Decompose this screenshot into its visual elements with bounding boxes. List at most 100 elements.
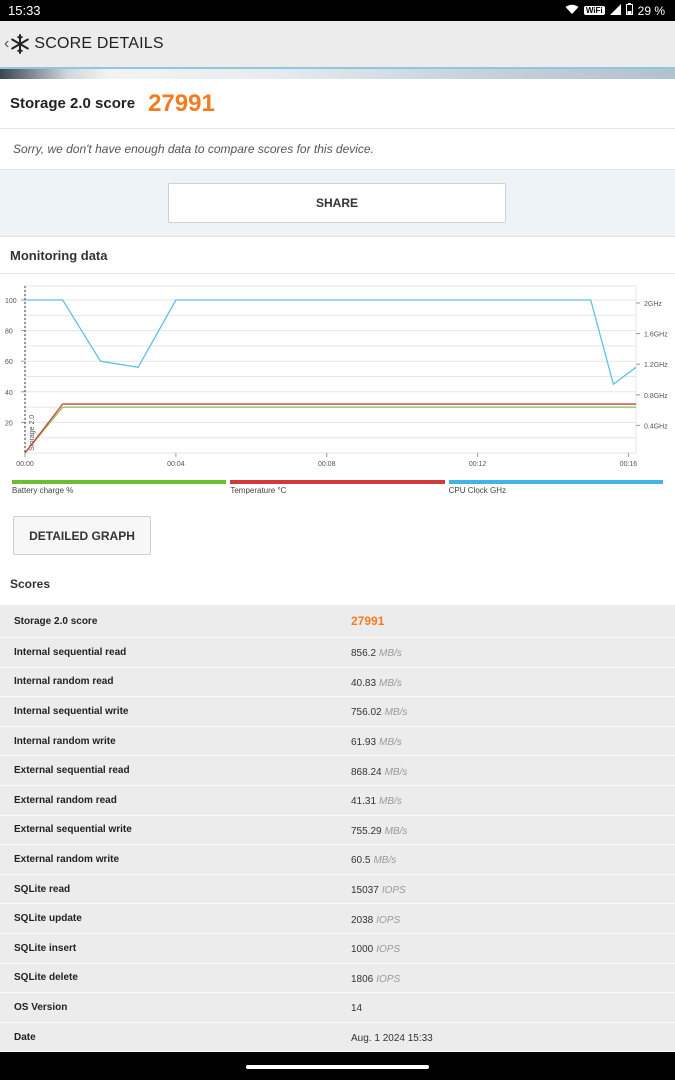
share-button[interactable]: SHARE (168, 183, 506, 223)
row-value-cell: Aug. 1 2024 15:33 (351, 1028, 433, 1046)
row-unit: MB/s (384, 766, 408, 778)
score-label: Storage 2.0 score (10, 95, 136, 112)
row-unit: IOPS (376, 973, 401, 985)
status-icons: WiFi 29 % (565, 3, 665, 18)
row-name: Internal sequential write (14, 705, 129, 717)
snowflake-logo-icon[interactable] (10, 34, 30, 54)
row-value-cell: 1806 IOPS (351, 969, 400, 987)
table-row: Internal random read 40.83 MB/s (0, 667, 675, 698)
y-right-tick-label: 1.2GHz (644, 362, 668, 369)
y-left-tick-label: 40 (5, 390, 13, 397)
y-left-tick-label: 20 (5, 420, 13, 427)
app-bar: ‹ SCORE DETAILS (0, 21, 675, 67)
legend-battery: Battery charge % (12, 480, 227, 496)
y-right-tick-label: 2GHz (644, 301, 662, 308)
row-value-cell: 27991 (351, 612, 384, 630)
table-row: Internal sequential write 756.02 MB/s (0, 697, 675, 727)
table-row: Storage 2.0 score 27991 (0, 605, 675, 638)
row-name: External random write (14, 853, 120, 865)
row-value: 60.5 (351, 855, 371, 867)
row-unit: MB/s (379, 796, 402, 808)
y-left-tick-label: 80 (5, 329, 13, 336)
table-row: Internal sequential read 856.2 MB/s (0, 638, 675, 668)
table-row: External random read 41.31 MB/s (0, 785, 675, 816)
home-gesture-handle[interactable] (246, 1065, 429, 1069)
table-row: SQLite delete 1806 IOPS (0, 963, 675, 994)
row-unit: MB/s (373, 855, 397, 867)
row-value: 856.2 (351, 648, 377, 660)
row-name: Internal random read (14, 676, 114, 688)
x-tick-label: 00:16 (620, 461, 638, 468)
scores-title: Scores (10, 577, 51, 591)
legend-cpu-swatch (448, 480, 663, 484)
table-row: Internal random write 61.93 MB/s (0, 726, 675, 757)
legend-temperature-label: Temperature °C (230, 486, 287, 495)
row-unit: IOPS (376, 944, 401, 956)
row-name: SQLite read (14, 883, 71, 895)
row-name: SQLite insert (14, 942, 77, 954)
row-value: 2038 (351, 914, 374, 926)
row-value-cell: 856.2 MB/s (351, 643, 402, 661)
legend-cpu-label: CPU Clock GHz (448, 486, 506, 495)
y-right-tick-label: 0.8GHz (644, 393, 668, 400)
row-unit: MB/s (379, 648, 402, 660)
scores-table: Storage 2.0 score 27991 Internal sequentia… (0, 605, 675, 1053)
monitoring-title: Monitoring data (0, 236, 675, 274)
x-tick-label: 00:00 (16, 461, 34, 468)
row-name: SQLite update (14, 913, 82, 925)
hero-banner-image (0, 67, 675, 79)
battery-percent: 29 % (637, 3, 665, 18)
row-name: OS Version (14, 1001, 68, 1013)
monitoring-chart: 100 80 60 40 20 2GHz 1.6GHz 1.2GHz 0.8GHz 0.4GHz 0… (5, 285, 668, 468)
row-value: 40.83 (351, 677, 377, 689)
row-name: External sequential read (14, 765, 130, 777)
table-row: External random write 60.5 MB/s (0, 845, 675, 875)
cell-signal-icon (609, 3, 621, 18)
row-unit: IOPS (376, 914, 401, 926)
row-name: Storage 2.0 score (14, 615, 98, 627)
row-value-cell: 14 (351, 998, 362, 1016)
row-value-cell: 755.29 MB/s (351, 821, 407, 839)
row-unit: MB/s (384, 825, 408, 837)
x-tick-label: 00:04 (167, 461, 185, 468)
row-unit: MB/s (379, 737, 402, 749)
comparison-notice: Sorry, we don't have enough data to comp… (0, 129, 675, 170)
share-section: SHARE (0, 170, 675, 236)
row-value-cell: 756.02 MB/s (351, 702, 407, 720)
y-right-tick-label: 0.4GHz (644, 423, 668, 430)
table-row: Date Aug. 1 2024 15:33 (0, 1022, 675, 1053)
series-line-1 (24, 403, 636, 454)
x-tick-label: 00:12 (469, 461, 487, 468)
row-value-cell: 15037 IOPS (351, 880, 406, 898)
row-unit: MB/s (379, 677, 402, 689)
row-name: Date (14, 1031, 36, 1043)
row-value-cell: 868.24 MB/s (351, 762, 407, 780)
legend-battery-swatch (12, 480, 227, 484)
status-time: 15:33 (8, 3, 41, 18)
row-value: 1000 (351, 944, 374, 956)
chart-legend: Battery charge % Temperature °C CPU Cloc… (12, 480, 663, 496)
detailed-graph-button[interactable]: DETAILED GRAPH (13, 516, 151, 555)
page-title: SCORE DETAILS (34, 35, 164, 52)
table-row: External sequential read 868.24 MB/s (0, 756, 675, 786)
series-line-2 (25, 299, 637, 386)
row-value-cell: 1000 IOPS (351, 939, 400, 957)
row-value: 868.24 (351, 766, 382, 778)
row-name: SQLite delete (14, 972, 78, 984)
row-value: 27991 (351, 614, 385, 628)
row-value-cell: 2038 IOPS (351, 910, 400, 928)
row-name: External sequential write (14, 824, 132, 836)
wifi-signal-icon (565, 4, 579, 18)
row-value: Aug. 1 2024 15:33 (351, 1033, 433, 1045)
row-unit: IOPS (381, 885, 406, 897)
row-value: 756.02 (351, 707, 382, 719)
navigation-bar (0, 1052, 675, 1080)
row-value: 14 (351, 1003, 363, 1015)
status-bar: 15:33 WiFi 29 % (0, 0, 675, 21)
plot-area (24, 285, 637, 454)
back-chevron-icon[interactable]: ‹ (4, 35, 10, 52)
score-header: Storage 2.0 score 27991 (0, 79, 675, 129)
row-name: Internal random write (14, 735, 116, 747)
legend-cpu: CPU Clock GHz (448, 480, 663, 496)
row-name: Internal sequential read (14, 646, 127, 658)
